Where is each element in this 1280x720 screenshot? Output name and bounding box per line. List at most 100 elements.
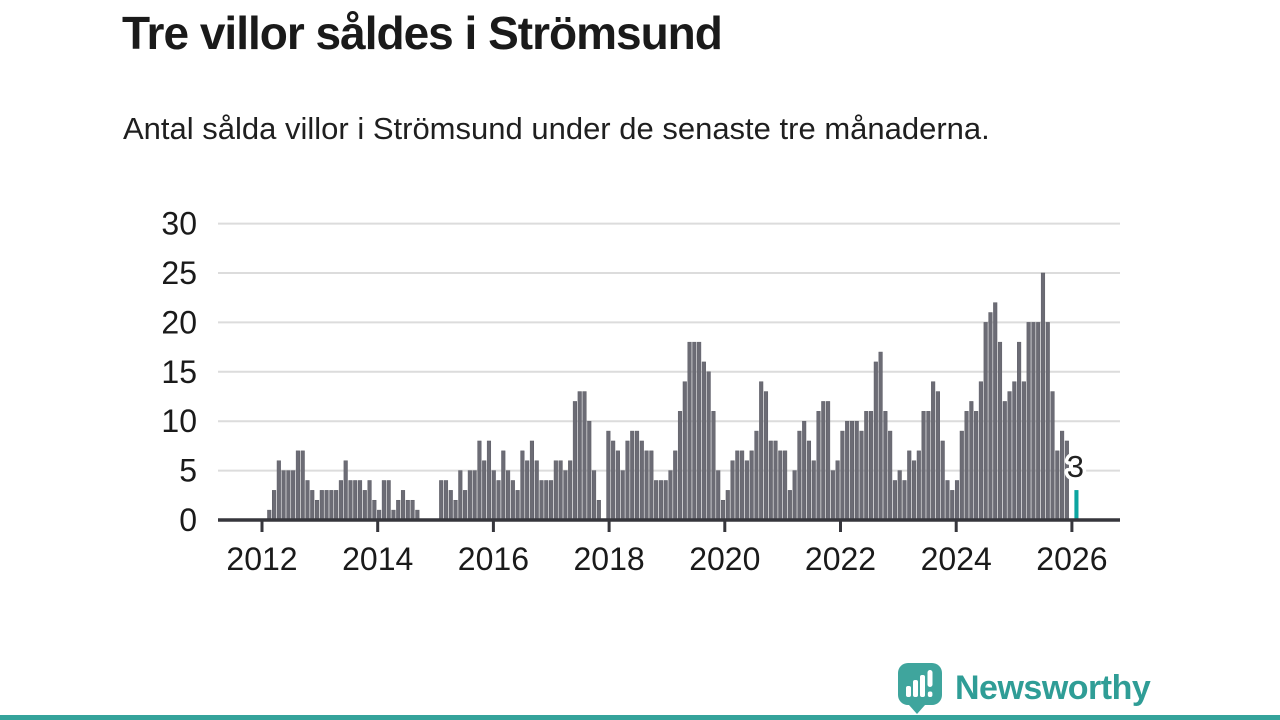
bar [572, 401, 577, 521]
bar [295, 450, 300, 521]
bar [649, 450, 654, 521]
bar [606, 430, 611, 521]
bar [563, 470, 568, 521]
bar [759, 381, 764, 521]
bar [907, 450, 912, 521]
bar [334, 490, 339, 521]
bar [658, 480, 663, 521]
bar [969, 401, 974, 521]
bar [763, 391, 769, 521]
bar [1002, 401, 1007, 521]
bar [897, 470, 902, 521]
bar [582, 391, 587, 521]
bar [931, 381, 936, 521]
bar [954, 480, 960, 521]
bar [711, 411, 716, 521]
bar [453, 499, 458, 521]
bar [549, 480, 554, 521]
bar [1036, 322, 1041, 521]
bar [305, 480, 310, 521]
bar [988, 312, 993, 521]
bar [343, 460, 348, 521]
bar [706, 371, 711, 521]
bar [725, 490, 730, 521]
bar [840, 430, 845, 521]
bar [539, 480, 544, 521]
bar [386, 480, 391, 521]
x-tick-label: 2022 [805, 541, 876, 577]
bar [410, 499, 415, 521]
bar [357, 480, 363, 521]
bar [663, 480, 668, 521]
bar [353, 480, 358, 521]
bar [993, 302, 998, 521]
bar [1045, 322, 1050, 521]
bar [940, 440, 945, 521]
bar [276, 460, 281, 521]
bar [1021, 381, 1026, 521]
bar [806, 440, 812, 521]
bar [797, 430, 802, 521]
bar [615, 450, 620, 521]
bar [892, 480, 897, 521]
bar [978, 381, 983, 521]
bar [348, 480, 353, 521]
bar [587, 420, 592, 521]
y-tick-label: 10 [161, 403, 197, 439]
bar [959, 430, 964, 521]
bar [639, 440, 644, 521]
bar [1031, 322, 1036, 521]
bar [491, 470, 496, 521]
bar [381, 480, 386, 521]
chart-subtitle: Antal sålda villor i Strömsund under de … [123, 111, 990, 146]
bar [964, 411, 969, 521]
bar [754, 430, 759, 521]
bar [854, 420, 859, 521]
bar [515, 490, 520, 521]
bar [472, 470, 477, 521]
bar [873, 361, 878, 521]
bar [372, 499, 377, 521]
bar [983, 322, 988, 521]
bar [477, 440, 482, 521]
bar [529, 440, 535, 521]
bar [668, 470, 673, 521]
x-tick-label: 2026 [1036, 541, 1107, 577]
newsworthy-wordmark: Newsworthy [955, 668, 1151, 707]
bar [720, 499, 726, 521]
bar [329, 490, 334, 521]
x-tick-label: 2014 [342, 541, 413, 577]
bar [272, 490, 277, 521]
bar [692, 341, 697, 521]
x-tick-label: 2016 [458, 541, 529, 577]
bar [1050, 391, 1055, 521]
bar [945, 480, 950, 521]
bar [826, 401, 831, 521]
bar [534, 460, 539, 521]
bar [553, 460, 558, 521]
bar [921, 411, 926, 521]
bar [577, 391, 582, 521]
bar [1012, 381, 1017, 521]
bar [486, 440, 492, 521]
bar [558, 460, 563, 521]
x-tick-label: 2020 [689, 541, 760, 577]
bar [448, 490, 453, 521]
bar [859, 430, 864, 521]
bar [611, 440, 616, 521]
x-tick-label: 2024 [921, 541, 992, 577]
bar [902, 480, 907, 521]
bar [630, 430, 635, 521]
bar [482, 460, 487, 521]
bar [525, 460, 530, 521]
newsworthy-logo: Newsworthy [896, 663, 1151, 714]
y-tick-label: 20 [161, 304, 197, 340]
y-tick-label: 30 [161, 206, 197, 242]
bar [687, 341, 692, 521]
bar [506, 470, 511, 521]
bar [869, 411, 874, 521]
bar [802, 420, 807, 521]
bar [501, 450, 506, 521]
bar [300, 450, 305, 521]
bar [286, 470, 291, 521]
